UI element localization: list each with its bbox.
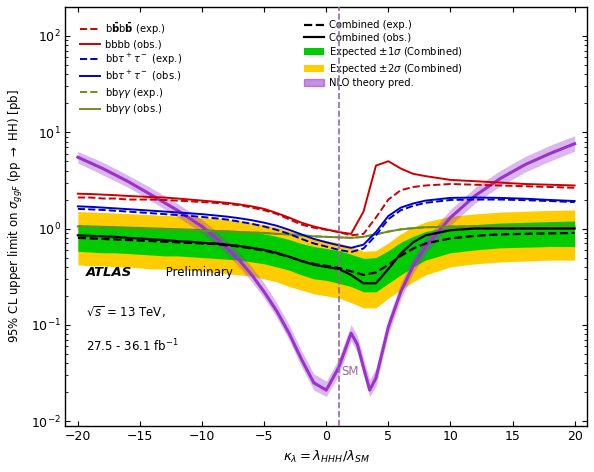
Text: 27.5 - 36.1 fb$^{-1}$: 27.5 - 36.1 fb$^{-1}$ [86,337,179,354]
Text: Preliminary: Preliminary [162,267,233,279]
Legend: Combined (exp.), Combined (obs.), Expected $\pm1\sigma$ (Combined), Expected $\p: Combined (exp.), Combined (obs.), Expect… [300,16,467,92]
Text: SM: SM [341,365,359,378]
Text: ATLAS: ATLAS [86,267,132,279]
Y-axis label: 95% CL upper limit on $\sigma_{ggF}$ (pp $\rightarrow$ HH) [pb]: 95% CL upper limit on $\sigma_{ggF}$ (pp… [7,89,25,343]
Text: $\sqrt{s}$ = 13 TeV,: $\sqrt{s}$ = 13 TeV, [86,304,166,320]
X-axis label: $\kappa_{\lambda} = \lambda_{HHH} / \lambda_{SM}$: $\kappa_{\lambda} = \lambda_{HHH} / \lam… [283,449,369,465]
